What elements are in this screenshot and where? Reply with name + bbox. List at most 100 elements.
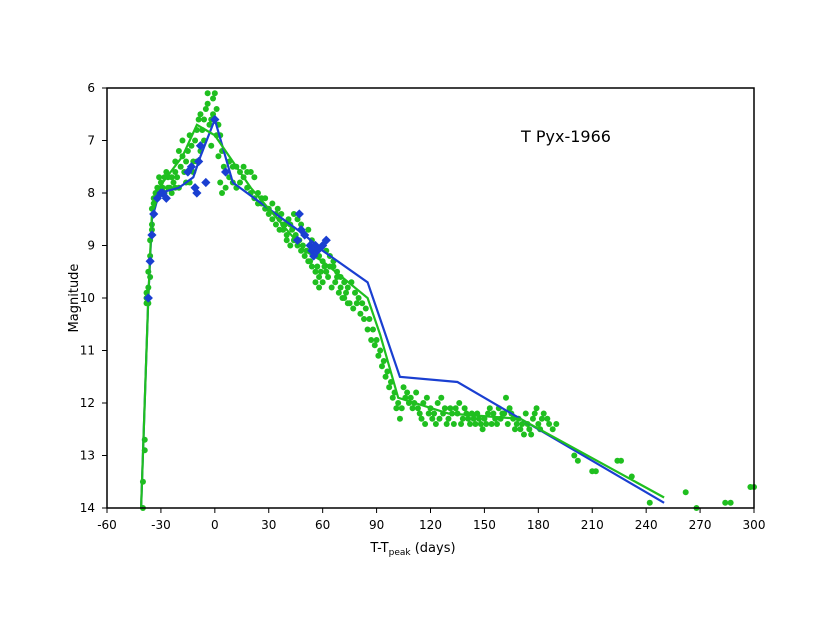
green-data-point (202, 106, 209, 112)
blue-data-point (292, 235, 303, 245)
green-data-point (549, 426, 556, 433)
x-tick-label: -60 (97, 518, 117, 532)
green-data-point (290, 211, 297, 217)
x-tick-label: 180 (527, 518, 550, 532)
green-data-point (504, 421, 511, 427)
chart-title: T Pyx-1966 (520, 127, 611, 146)
green-data-point (511, 426, 518, 433)
green-data-point (434, 400, 441, 406)
green-data-point (646, 499, 653, 506)
green-data-point (493, 421, 500, 427)
green-data-point (316, 284, 323, 291)
green-data-point (314, 263, 321, 270)
green-data-point (361, 316, 368, 322)
green-data-point (413, 389, 420, 396)
green-data-point (362, 305, 369, 312)
green-data-point (423, 394, 430, 401)
y-tick-label: 7 (87, 134, 95, 148)
green-data-point (520, 431, 527, 438)
y-axis-title: Magnitude (67, 264, 82, 333)
green-data-point (431, 410, 438, 417)
blue-data-point (210, 114, 220, 125)
x-tick-label: 210 (581, 518, 604, 532)
green-data-point (456, 400, 463, 406)
green-data-point (174, 174, 181, 181)
green-data-point (323, 268, 330, 275)
green-data-point (377, 347, 384, 354)
axis-layer: -60 -30 0 30 60 90 120 150 180 210 240 270 300 6 7 8 9 10… (80, 81, 766, 532)
green-data-point (375, 352, 382, 359)
green-data-point (467, 421, 474, 427)
green-data-point (195, 116, 202, 123)
green-data-point (445, 415, 452, 422)
green-data-point (384, 368, 391, 375)
x-tick-label: 270 (689, 518, 712, 532)
green-data-point (210, 95, 217, 102)
blue-data-point (318, 240, 328, 251)
blue-data-point (194, 156, 204, 167)
green-data-point (305, 226, 312, 233)
green-data-point (722, 499, 729, 506)
green-data-point (443, 421, 450, 427)
x-tick-label: 150 (473, 518, 496, 532)
green-data-point (414, 405, 421, 412)
blue-data-point (147, 230, 157, 240)
y-tick-label: 8 (87, 186, 95, 200)
green-data-point (353, 300, 360, 307)
blue-data-point (309, 251, 319, 261)
green-data-point (204, 90, 211, 97)
green-data-point (393, 405, 400, 412)
green-data-point (240, 163, 247, 170)
blue-data-point (201, 177, 211, 188)
green-data-point (395, 400, 402, 406)
green-data-point (592, 468, 599, 475)
green-data-point (571, 452, 578, 459)
green-data-point (574, 457, 581, 464)
green-data-point (251, 174, 258, 181)
green-data-point (332, 279, 339, 286)
green-data-point (312, 268, 319, 275)
green-data-point (344, 300, 351, 307)
green-data-point (287, 242, 294, 249)
green-data-point (276, 226, 283, 233)
green-data-point (236, 179, 243, 186)
x-tick-label: -30 (151, 518, 171, 532)
green-data-point (396, 415, 403, 422)
y-tick-label: 6 (87, 81, 95, 95)
green-data-point (488, 421, 495, 427)
green-data-point (197, 111, 204, 118)
green-data-point (312, 279, 319, 286)
green-data-point (369, 326, 376, 333)
green-data-point (438, 394, 445, 401)
green-data-point (513, 421, 520, 427)
green-data-point (486, 405, 493, 412)
green-data-point (409, 405, 416, 412)
green-data-point (168, 190, 175, 196)
green-data-point (265, 211, 272, 217)
green-data-point (163, 169, 170, 175)
green-data-point (355, 295, 362, 301)
green-data-point (371, 342, 378, 349)
green-data-point (544, 415, 551, 422)
green-data-point (357, 310, 364, 317)
y-tick-label: 12 (80, 396, 95, 410)
y-tick-label: 9 (87, 239, 95, 253)
green-data-point (422, 421, 429, 427)
green-data-point (483, 421, 490, 427)
green-data-point (364, 326, 371, 333)
green-data-point (501, 410, 508, 417)
green-data-point (389, 394, 396, 401)
green-data-point (208, 142, 215, 149)
green-data-point (447, 405, 454, 412)
blue-data-point (192, 188, 202, 198)
green-data-point (461, 405, 468, 412)
green-data-point (219, 190, 226, 196)
green-data-point (476, 415, 483, 422)
x-tick-label: 30 (261, 518, 276, 532)
blue-data-point (307, 246, 317, 256)
green-data-point (727, 499, 734, 506)
green-data-point (382, 373, 389, 380)
y-tick-label: 11 (80, 344, 95, 358)
green-data-point (407, 394, 414, 401)
